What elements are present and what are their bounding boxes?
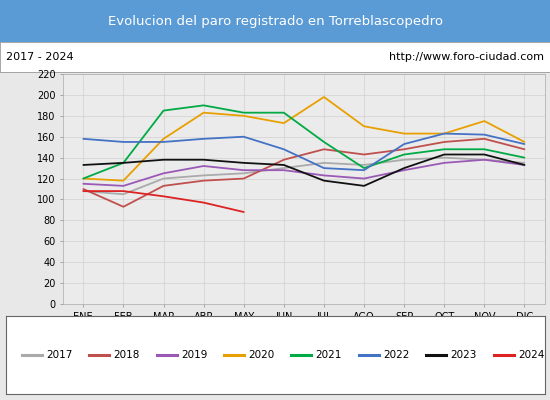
Text: http://www.foro-ciudad.com: http://www.foro-ciudad.com — [389, 52, 544, 62]
Text: 2023: 2023 — [450, 350, 477, 360]
Text: 2020: 2020 — [248, 350, 274, 360]
Text: 2024: 2024 — [518, 350, 544, 360]
Text: 2017: 2017 — [46, 350, 73, 360]
Text: 2019: 2019 — [181, 350, 207, 360]
Text: 2017 - 2024: 2017 - 2024 — [6, 52, 73, 62]
Text: 2021: 2021 — [316, 350, 342, 360]
Text: 2022: 2022 — [383, 350, 409, 360]
Text: 2018: 2018 — [113, 350, 140, 360]
Text: Evolucion del paro registrado en Torreblascopedro: Evolucion del paro registrado en Torrebl… — [107, 14, 443, 28]
